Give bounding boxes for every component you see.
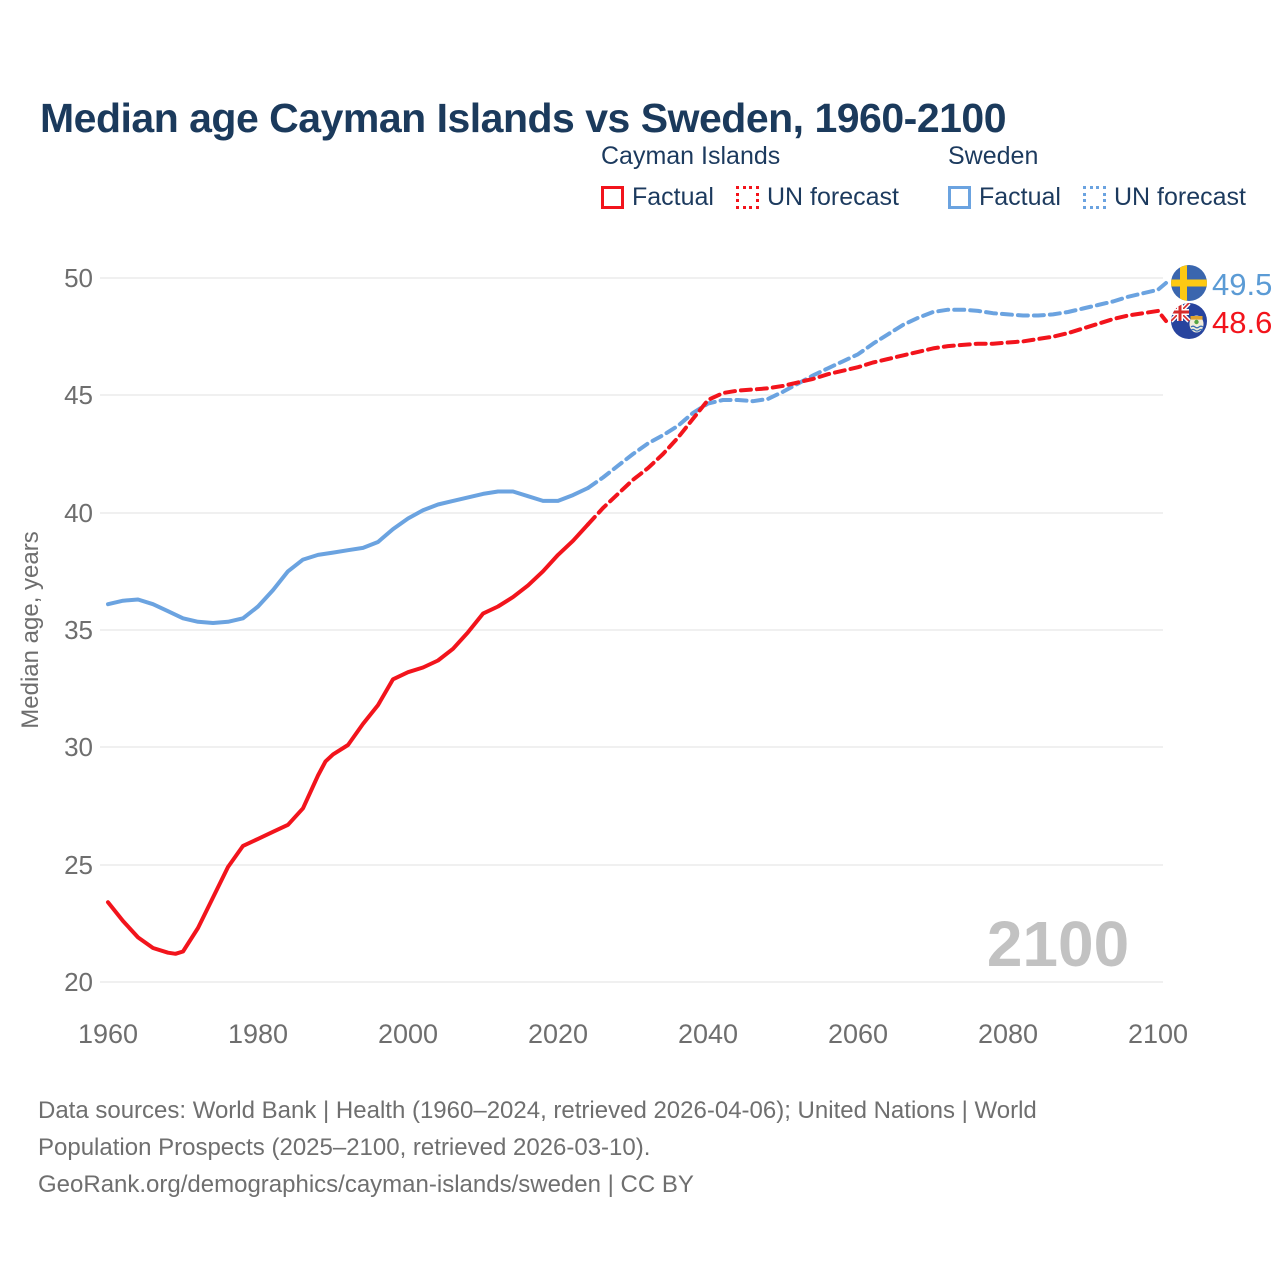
cayman-islands-flag-icon	[1171, 303, 1207, 339]
data-sources-note: Data sources: World Bank | Health (1960–…	[38, 1092, 1037, 1203]
legend-swatch-dotted-blue-icon	[1082, 186, 1106, 209]
x-tick-label: 1980	[228, 1019, 288, 1049]
x-tick-label: 2040	[678, 1019, 738, 1049]
legend-item-cayman-forecast[interactable]: UN forecast	[735, 183, 899, 212]
y-tick-label: 40	[64, 498, 93, 528]
legend-item-sweden-forecast[interactable]: UN forecast	[1082, 183, 1246, 212]
x-tick-label: 2080	[978, 1019, 1038, 1049]
legend-item-label: UN forecast	[766, 183, 899, 211]
y-tick-label: 45	[64, 380, 93, 410]
series-cayman-factual[interactable]	[106, 522, 590, 956]
x-tick-label: 2060	[828, 1019, 888, 1049]
legend-item-sweden-factual[interactable]: Factual	[948, 183, 1061, 212]
series-sweden-un-forecast[interactable]	[586, 281, 1168, 490]
legend-group-cayman-islands: Cayman Islands Factual UN forecast	[601, 142, 899, 212]
series-sweden-factual[interactable]	[106, 486, 590, 625]
gridlines	[100, 277, 1163, 983]
y-axis-title: Median age, years	[17, 531, 44, 728]
legend-header-sweden: Sweden	[948, 142, 1039, 170]
sweden-flag-icon	[1171, 265, 1207, 301]
source-url-line: GeoRank.org/demographics/cayman-islands/…	[38, 1171, 694, 1198]
legend-swatch-solid-red-icon	[601, 186, 624, 209]
y-tick-label: 25	[64, 850, 93, 880]
x-tick-label: 2100	[1128, 1019, 1188, 1049]
end-label-cayman: 48.6	[1212, 305, 1272, 340]
legend-swatch-solid-blue-icon	[948, 186, 971, 209]
series-cayman-un-forecast[interactable]	[586, 308, 1168, 527]
page-title: Median age Cayman Islands vs Sweden, 196…	[40, 95, 1007, 142]
y-tick-label: 20	[64, 967, 93, 997]
legend-row: Factual UN forecast	[601, 183, 899, 212]
x-tick-label: 1960	[78, 1019, 138, 1049]
y-tick-label: 30	[64, 732, 93, 762]
legend-item-label: Factual	[632, 183, 714, 211]
legend-item-label: Factual	[979, 183, 1061, 211]
x-tick-label: 2020	[528, 1019, 588, 1049]
legend-item-cayman-factual[interactable]: Factual	[601, 183, 714, 212]
legend-group-sweden: Sweden Factual UN forecast	[948, 142, 1246, 212]
legend-header-cayman-islands: Cayman Islands	[601, 142, 781, 170]
y-tick-label: 35	[64, 615, 93, 645]
watermark-year: 2100	[987, 908, 1129, 980]
x-tick-label: 2000	[378, 1019, 438, 1049]
data-sources-line: Data sources: World Bank | Health (1960–…	[38, 1097, 1037, 1124]
y-tick-label: 50	[64, 263, 93, 293]
data-sources-line: Population Prospects (2025–2100, retriev…	[38, 1134, 651, 1161]
legend-swatch-dotted-red-icon	[735, 186, 759, 209]
end-label-sweden: 49.5	[1212, 267, 1272, 302]
legend-row: Factual UN forecast	[948, 183, 1246, 212]
legend-item-label: UN forecast	[1113, 183, 1246, 211]
